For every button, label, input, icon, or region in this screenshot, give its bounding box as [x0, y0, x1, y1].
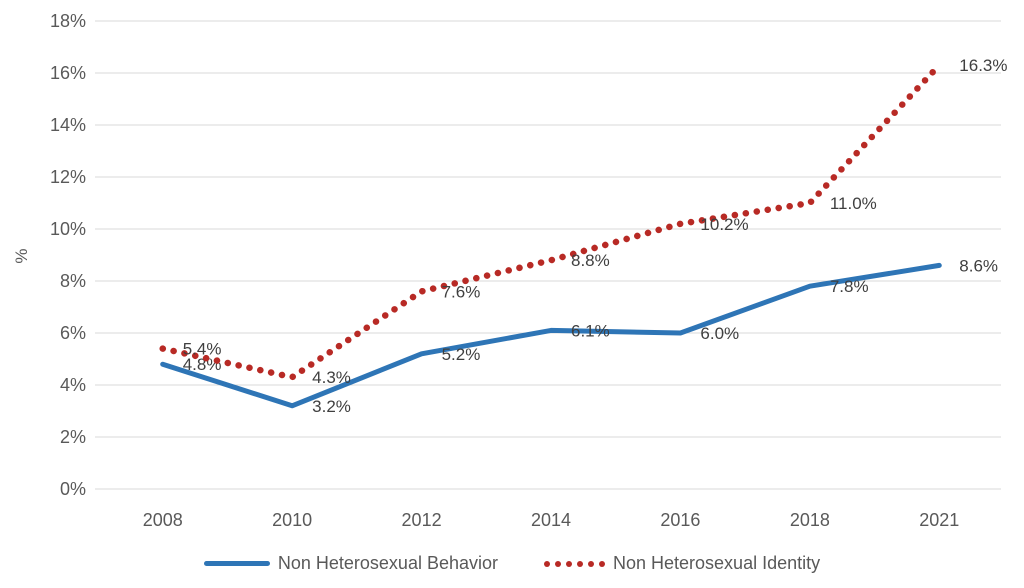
y-axis-title: %: [12, 248, 31, 264]
x-tick-label: 2021: [919, 510, 959, 530]
data-label: 11.0%: [830, 194, 877, 213]
data-label: 4.3%: [312, 368, 351, 387]
x-tick-label: 2018: [790, 510, 830, 530]
y-tick-label: 8%: [60, 271, 86, 291]
data-label: 6.0%: [700, 324, 739, 343]
data-label: 8.8%: [571, 251, 610, 270]
y-tick-label: 6%: [60, 323, 86, 343]
data-label: 6.1%: [571, 321, 610, 340]
y-tick-label: 18%: [50, 11, 86, 31]
x-tick-label: 2016: [660, 510, 700, 530]
legend-label-behavior: Non Heterosexual Behavior: [277, 553, 498, 573]
data-label: 16.3%: [959, 56, 1007, 75]
legend-item-behavior: Non Heterosexual Behavior: [203, 553, 498, 575]
x-tick-label: 2012: [402, 510, 442, 530]
data-label: 7.6%: [442, 282, 481, 301]
chart-legend: Non Heterosexual Behavior Non Heterosexu…: [0, 553, 1024, 575]
legend-swatch-identity-dots: [544, 560, 605, 567]
data-label: 8.6%: [959, 256, 998, 275]
legend-item-identity: Non Heterosexual Identity: [544, 553, 820, 575]
legend-swatch-behavior-line: [203, 561, 270, 567]
x-tick-label: 2010: [272, 510, 312, 530]
data-label: 10.2%: [700, 215, 748, 234]
y-tick-label: 2%: [60, 427, 86, 447]
data-label: 3.2%: [312, 397, 351, 416]
legend-label-identity: Non Heterosexual Identity: [613, 553, 821, 573]
line-chart: 0% 2% 4% 6% 8% 10% 12% 14% 16% 18% 2008 2010 2012 201…: [50, 11, 1008, 530]
series-line-behavior: [160, 262, 942, 409]
data-label: 5.2%: [442, 345, 481, 364]
x-tick-label: 2014: [531, 510, 571, 530]
y-tick-label: 10%: [50, 219, 86, 239]
data-label: 4.8%: [183, 355, 222, 374]
y-tick-label: 4%: [60, 375, 86, 395]
y-tick-label: 0%: [60, 479, 86, 499]
y-tick-label: 12%: [50, 167, 86, 187]
x-tick-label: 2008: [143, 510, 183, 530]
data-label: 5.4%: [183, 340, 222, 359]
y-tick-label: 14%: [50, 115, 86, 135]
y-tick-label: 16%: [50, 63, 86, 83]
data-label: 7.8%: [830, 277, 869, 296]
series-line-identity: [159, 61, 943, 381]
